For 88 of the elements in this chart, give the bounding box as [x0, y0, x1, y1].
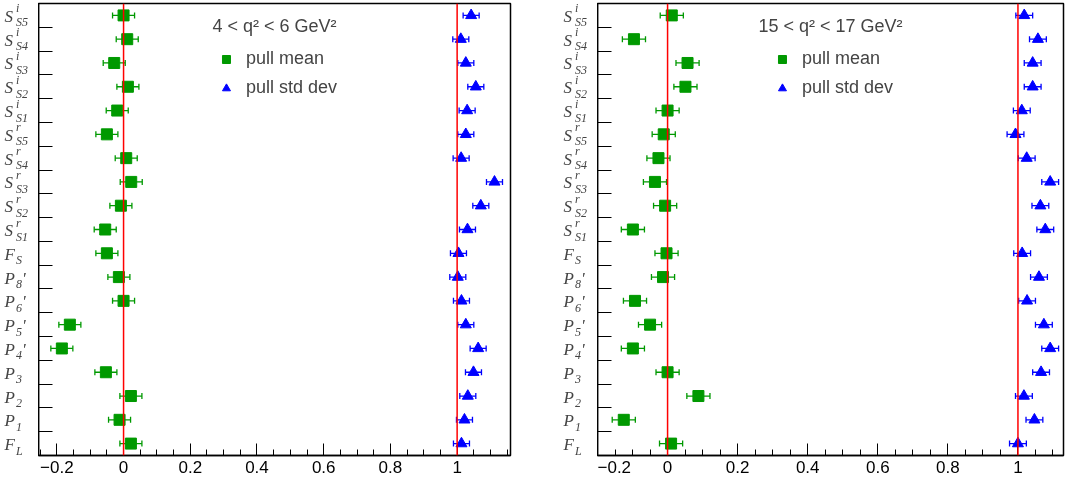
point: [120, 152, 133, 165]
legend-label: pull std dev: [245, 77, 338, 98]
x-tick-label: 1: [1013, 457, 1023, 477]
point: [63, 318, 76, 331]
text: 4 < q² < 6 GeV²: [212, 15, 337, 36]
x-tick-label: 0.2: [725, 457, 750, 477]
point: [1021, 294, 1034, 305]
point: [111, 104, 124, 117]
point: [665, 9, 678, 22]
legend-label: pull mean: [801, 48, 881, 69]
point: [474, 198, 487, 210]
point: [113, 413, 126, 426]
x-tick-label: 0.8: [378, 457, 403, 477]
point: [121, 33, 134, 46]
x-tick-label: 0.4: [795, 457, 820, 477]
point: [1028, 412, 1041, 424]
x-tick-label: −0.2: [40, 457, 74, 477]
point: [657, 271, 670, 284]
point: [648, 175, 661, 188]
point: [461, 389, 474, 400]
x-tick-label: 0: [118, 457, 129, 477]
point: [458, 412, 471, 424]
point: [455, 151, 468, 162]
legend-label: pull std dev: [801, 77, 894, 98]
point: [117, 9, 130, 22]
point: [467, 365, 480, 376]
point: [472, 341, 485, 353]
point: [1037, 317, 1050, 329]
x-tick-label: 0: [662, 457, 673, 477]
x-tick-label: 0.2: [178, 457, 203, 477]
point: [661, 366, 674, 379]
point: [617, 413, 630, 426]
point: [652, 152, 665, 165]
point: [1031, 32, 1044, 43]
point: [112, 271, 125, 284]
point: [644, 318, 657, 331]
x-tick-label: 1: [452, 457, 462, 477]
x-tick-label: 0.4: [245, 457, 269, 477]
point: [100, 247, 113, 260]
text: 15 < q² < 17 GeV²: [758, 15, 903, 36]
point: [1032, 270, 1045, 281]
point: [1034, 198, 1047, 210]
point: [1044, 341, 1057, 353]
point: [124, 437, 137, 450]
point: [681, 56, 694, 69]
point: [626, 342, 639, 355]
point: [465, 8, 478, 20]
point: [660, 247, 673, 260]
point: [1026, 79, 1039, 91]
point: [661, 104, 674, 117]
point: [459, 56, 472, 67]
legend-label: pull mean: [245, 48, 325, 69]
point: [665, 437, 678, 450]
point: [461, 222, 474, 234]
point: [1026, 56, 1039, 67]
point: [124, 390, 137, 403]
x-tick-label: 0.6: [865, 457, 890, 477]
point: [469, 79, 482, 91]
point: [657, 128, 670, 141]
point: [1017, 389, 1030, 400]
point: [114, 199, 127, 212]
point: [55, 342, 68, 355]
point: [459, 317, 472, 329]
point: [1018, 8, 1031, 20]
x-tick-label: 0.6: [311, 457, 336, 477]
point: [628, 294, 641, 307]
point: [679, 80, 692, 93]
point: [108, 56, 121, 69]
x-tick-label: −0.2: [597, 457, 632, 477]
point: [100, 128, 113, 141]
point: [459, 127, 472, 139]
point: [627, 33, 640, 46]
x-tick-label: 0.8: [936, 457, 960, 477]
point: [121, 80, 134, 93]
point: [461, 103, 474, 115]
point: [1039, 222, 1052, 234]
point: [455, 294, 468, 305]
point: [125, 175, 138, 188]
point: [99, 366, 112, 379]
point: [626, 223, 639, 236]
point: [1035, 365, 1048, 376]
point: [692, 390, 705, 403]
point: [1020, 151, 1033, 162]
point: [117, 294, 130, 307]
point: [99, 223, 112, 236]
point: [659, 199, 672, 212]
point: [488, 175, 501, 186]
point: [1044, 175, 1057, 186]
